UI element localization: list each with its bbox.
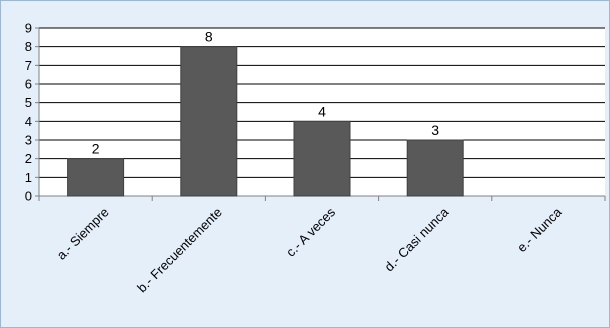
y-tick-label: 5 <box>25 95 32 110</box>
category-label: c.- A veces <box>283 204 338 259</box>
bar <box>406 139 464 197</box>
data-label: 2 <box>92 141 100 157</box>
data-label: 4 <box>318 103 326 119</box>
data-label: 3 <box>431 122 439 138</box>
category-label: e.- Nunca <box>514 204 565 255</box>
y-tick-label: 2 <box>25 151 32 166</box>
y-tick-label: 3 <box>25 133 32 148</box>
bar <box>293 120 351 197</box>
category-label: b.- Frecuentemente <box>134 205 225 296</box>
bar <box>67 158 125 197</box>
category-label: d.- Casi nunca <box>381 204 451 274</box>
y-tick-label: 8 <box>25 39 32 54</box>
data-label: 8 <box>205 29 213 45</box>
y-tick-label: 1 <box>25 170 32 185</box>
y-tick-label: 0 <box>25 189 32 204</box>
category-label: a.- Siempre <box>54 205 112 263</box>
bar <box>180 46 238 197</box>
y-tick-label: 7 <box>25 58 32 73</box>
y-tick-label: 9 <box>25 21 32 36</box>
y-tick-label: 4 <box>25 114 32 129</box>
y-tick-label: 6 <box>25 77 32 92</box>
